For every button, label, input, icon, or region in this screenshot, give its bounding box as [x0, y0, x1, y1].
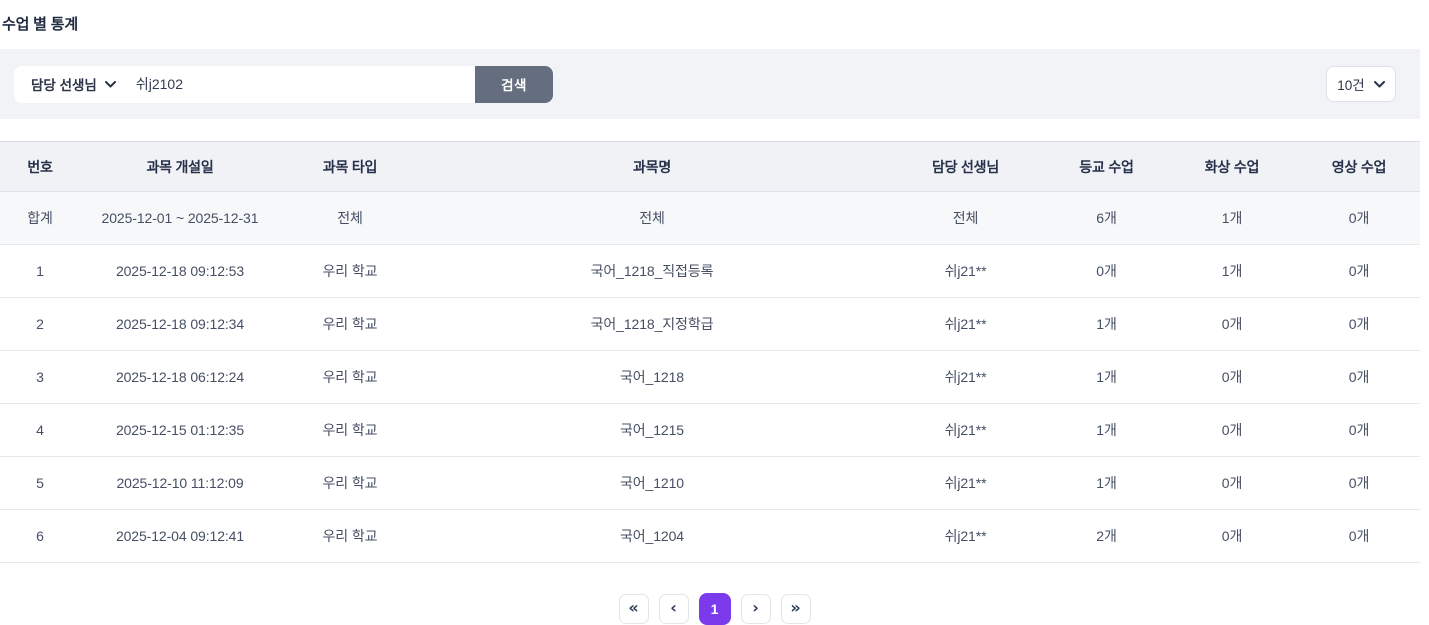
pagination-page-1-button[interactable]: 1: [698, 593, 731, 625]
summary-subject-name: 전체: [420, 191, 884, 245]
cell-open-date: 2025-12-15 01:12:35: [80, 403, 280, 457]
summary-no: 합계: [0, 191, 80, 245]
header-teacher: 담당 선생님: [931, 158, 1000, 175]
page-size-select-label: 10건: [1337, 78, 1365, 93]
table-row: 3 2025-12-18 06:12:24 우리 학교 국어_1218 쉬j21…: [0, 350, 1420, 404]
cell-teacher: 쉬j21**: [884, 350, 1047, 404]
summary-onsite-class: 6개: [1047, 191, 1166, 245]
cell-teacher: 쉬j21**: [884, 244, 1047, 298]
cell-no: 2: [0, 297, 80, 351]
cell-video-class: 0개: [1298, 350, 1420, 404]
cell-video-class: 0개: [1298, 403, 1420, 457]
cell-open-date: 2025-12-18 06:12:24: [80, 350, 280, 404]
class-statistics-table: 번호 과목 개설일 과목 타입 과목명 담당 선생님 등교 수업 화상 수업 영…: [0, 141, 1420, 563]
cell-subject-type: 우리 학교: [280, 350, 420, 404]
search-group: 담당 선생님 검색: [14, 65, 553, 103]
cell-onsite-class: 1개: [1047, 350, 1166, 404]
table-row: 4 2025-12-15 01:12:35 우리 학교 국어_1215 쉬j21…: [0, 403, 1420, 457]
cell-onsite-class: 0개: [1047, 244, 1166, 298]
header-video-call-class: 화상 수업: [1204, 158, 1260, 175]
cell-video-class: 0개: [1298, 456, 1420, 510]
header-subject-name: 과목명: [632, 158, 672, 175]
cell-video-call-class: 0개: [1166, 403, 1298, 457]
table-row: 2 2025-12-18 09:12:34 우리 학교 국어_1218_지정학급…: [0, 297, 1420, 351]
cell-no: 4: [0, 403, 80, 457]
cell-teacher: 쉬j21**: [884, 403, 1047, 457]
double-chevron-left-icon: «: [628, 598, 639, 617]
cell-video-call-class: 0개: [1166, 509, 1298, 563]
table-row: 1 2025-12-18 09:12:53 우리 학교 국어_1218_직접등록…: [0, 244, 1420, 298]
page-title: 수업 별 통계: [2, 16, 78, 33]
table-header-row: 번호 과목 개설일 과목 타입 과목명 담당 선생님 등교 수업 화상 수업 영…: [0, 141, 1420, 192]
pagination-prev-button[interactable]: ‹: [658, 594, 689, 624]
page-size-select[interactable]: 10건: [1326, 66, 1396, 102]
cell-teacher: 쉬j21**: [884, 509, 1047, 563]
cell-open-date: 2025-12-18 09:12:34: [80, 297, 280, 351]
chevron-right-icon: ›: [752, 598, 759, 617]
cell-subject-name: 국어_1218: [420, 350, 884, 404]
cell-no: 1: [0, 244, 80, 298]
cell-video-class: 0개: [1298, 297, 1420, 351]
cell-onsite-class: 1개: [1047, 403, 1166, 457]
cell-onsite-class: 1개: [1047, 456, 1166, 510]
cell-video-class: 0개: [1298, 509, 1420, 563]
cell-subject-name: 국어_1215: [420, 403, 884, 457]
cell-subject-name: 국어_1210: [420, 456, 884, 510]
table-row: 6 2025-12-04 09:12:41 우리 학교 국어_1204 쉬j21…: [0, 509, 1420, 563]
header-video-class: 영상 수업: [1331, 158, 1387, 175]
cell-subject-type: 우리 학교: [280, 403, 420, 457]
header-open-date: 과목 개설일: [146, 158, 214, 175]
cell-open-date: 2025-12-18 09:12:53: [80, 244, 280, 298]
cell-onsite-class: 2개: [1047, 509, 1166, 563]
cell-video-class: 0개: [1298, 244, 1420, 298]
pagination-last-button[interactable]: »: [780, 594, 811, 624]
cell-teacher: 쉬j21**: [884, 297, 1047, 351]
search-input[interactable]: [125, 65, 475, 103]
cell-video-call-class: 1개: [1166, 244, 1298, 298]
header-onsite-class: 등교 수업: [1079, 158, 1134, 175]
pagination: « ‹ 1 › »: [0, 593, 1429, 625]
cell-subject-name: 국어_1218_직접등록: [420, 244, 884, 298]
cell-video-call-class: 0개: [1166, 456, 1298, 510]
summary-video-call-class: 1개: [1166, 191, 1298, 245]
cell-onsite-class: 1개: [1047, 297, 1166, 351]
summary-open-date: 2025-12-01 ~ 2025-12-31: [80, 191, 280, 245]
cell-video-call-class: 0개: [1166, 297, 1298, 351]
cell-open-date: 2025-12-04 09:12:41: [80, 509, 280, 563]
cell-open-date: 2025-12-10 11:12:09: [80, 456, 280, 510]
search-field-select[interactable]: 담당 선생님: [14, 66, 126, 103]
chevron-left-icon: ‹: [670, 598, 677, 617]
header-subject-type: 과목 타입: [322, 158, 378, 175]
pagination-first-button[interactable]: «: [618, 594, 649, 624]
search-field-select-label: 담당 선생님: [31, 78, 97, 93]
cell-video-call-class: 0개: [1166, 350, 1298, 404]
chevron-down-icon: [104, 80, 116, 88]
cell-subject-type: 우리 학교: [280, 297, 420, 351]
double-chevron-right-icon: »: [790, 598, 801, 617]
header-no: 번호: [27, 158, 53, 175]
summary-video-class: 0개: [1298, 191, 1420, 245]
cell-subject-type: 우리 학교: [280, 244, 420, 298]
table-row: 5 2025-12-10 11:12:09 우리 학교 국어_1210 쉬j21…: [0, 456, 1420, 510]
cell-subject-type: 우리 학교: [280, 509, 420, 563]
cell-no: 5: [0, 456, 80, 510]
cell-subject-name: 국어_1218_지정학급: [420, 297, 884, 351]
filter-bar: 담당 선생님 검색 10건: [0, 49, 1420, 119]
cell-teacher: 쉬j21**: [884, 456, 1047, 510]
summary-row: 합계 2025-12-01 ~ 2025-12-31 전체 전체 전체 6개 1…: [0, 191, 1420, 245]
cell-no: 6: [0, 509, 80, 563]
summary-teacher: 전체: [884, 191, 1047, 245]
cell-subject-name: 국어_1204: [420, 509, 884, 563]
cell-subject-type: 우리 학교: [280, 456, 420, 510]
summary-subject-type: 전체: [280, 191, 420, 245]
search-button[interactable]: 검색: [475, 65, 553, 103]
pagination-next-button[interactable]: ›: [740, 594, 771, 624]
cell-no: 3: [0, 350, 80, 404]
chevron-down-icon: [1373, 80, 1385, 88]
